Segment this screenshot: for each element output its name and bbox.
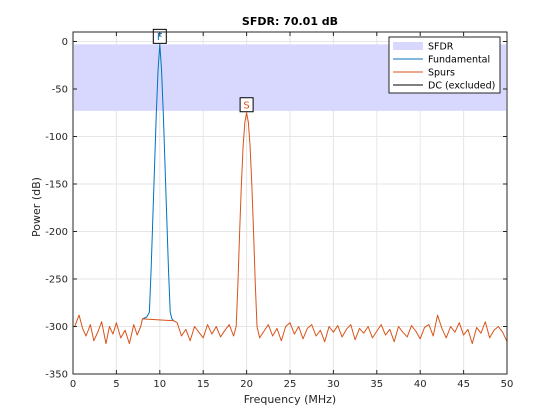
y-tick-label: -200 — [45, 227, 68, 238]
x-tick-label: 40 — [414, 379, 427, 390]
series-line-fundamental — [142, 43, 175, 322]
peak-marker-label: F — [157, 32, 163, 43]
y-axis-label: Power (dB) — [30, 177, 43, 237]
peak-marker-box — [239, 97, 254, 113]
legend-label-sfdr: SFDR — [428, 42, 454, 53]
peak-marker-box — [152, 28, 167, 44]
peak-marker-s: S — [239, 97, 254, 113]
y-tick-label: 0 — [62, 37, 68, 48]
y-tick-label: -100 — [45, 132, 68, 143]
x-tick-label: 35 — [370, 379, 383, 390]
legend: SFDR Fundamental Spurs DC (excluded) — [388, 36, 501, 94]
peak-marker-label: S — [243, 100, 249, 111]
x-tick-label: 5 — [113, 379, 119, 390]
legend-swatch-sfdr — [393, 42, 423, 50]
legend-label-fundamental: Fundamental — [428, 55, 490, 66]
legend-label-spurs: Spurs — [428, 68, 455, 79]
series-layer — [74, 43, 508, 345]
x-tick-label: 20 — [240, 379, 253, 390]
x-tick-label: 15 — [197, 379, 210, 390]
tick-labels: 0 5 10 15 20 25 30 35 40 45 50 0 -50 -100 -150 -200 -250… — [45, 37, 513, 390]
y-tick-label: -300 — [45, 322, 68, 333]
y-tick-label: -50 — [52, 85, 68, 96]
x-tick-label: 10 — [153, 379, 166, 390]
chart-title: SFDR: 70.01 dB — [242, 15, 338, 28]
x-tick-label: 25 — [284, 379, 297, 390]
y-tick-label: -350 — [45, 370, 68, 381]
axes — [72, 31, 508, 375]
series-line-spurs — [74, 112, 508, 345]
y-tick-label: -150 — [45, 180, 68, 191]
legend-label-dc-excluded: DC (excluded) — [428, 81, 495, 92]
x-tick-label: 50 — [501, 379, 514, 390]
x-tick-label: 0 — [70, 379, 76, 390]
peak-marker-f: F — [152, 28, 167, 44]
y-tick-label: -250 — [45, 275, 68, 286]
x-tick-label: 30 — [327, 379, 340, 390]
x-tick-label: 45 — [457, 379, 470, 390]
x-axis-label: Frequency (MHz) — [244, 393, 336, 406]
marker-layer: FS — [152, 28, 254, 113]
